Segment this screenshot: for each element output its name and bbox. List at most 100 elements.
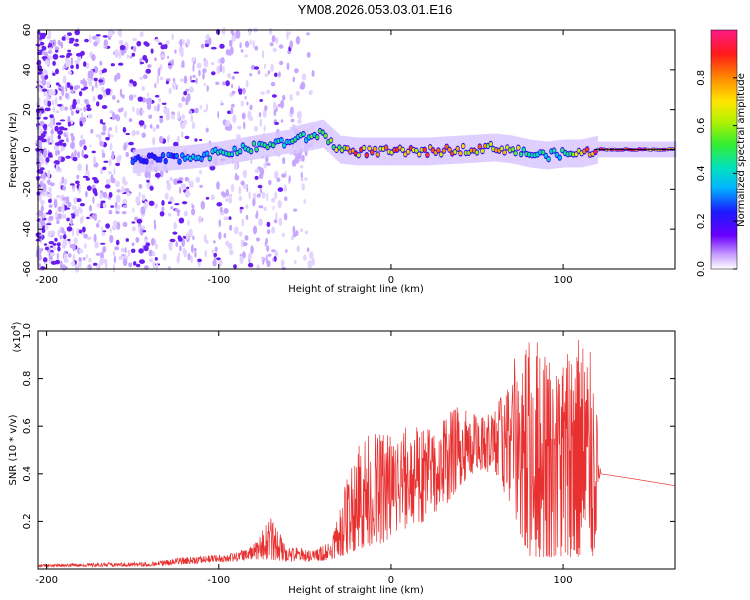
noise-speckle — [101, 77, 105, 86]
noise-speckle — [133, 261, 137, 266]
noise-speckle — [297, 110, 302, 120]
noise-speckle — [301, 183, 305, 191]
noise-speckle — [278, 44, 284, 49]
noise-speckle — [241, 218, 245, 227]
noise-speckle — [188, 228, 193, 238]
ridge-halo-segment — [490, 133, 493, 162]
noise-speckle — [304, 230, 309, 235]
noise-speckle — [139, 259, 145, 264]
noise-speckle — [47, 50, 53, 54]
noise-speckle — [101, 232, 106, 236]
noise-speckle — [203, 83, 206, 87]
snr-x-ticks: -200 -100 0 100 — [35, 331, 573, 586]
ridge-halo-segment — [461, 135, 464, 164]
noise-speckle — [43, 243, 48, 246]
x-tick-label: 100 — [554, 275, 573, 286]
noise-speckle — [71, 213, 76, 219]
ridge-point — [180, 153, 184, 158]
noise-speckle — [205, 196, 210, 200]
ridge-point — [301, 132, 306, 137]
noise-speckle — [79, 107, 83, 112]
noise-speckle — [57, 134, 61, 140]
noise-speckle — [65, 83, 68, 92]
noise-speckle — [276, 177, 281, 183]
noise-speckle — [61, 213, 67, 219]
noise-speckle — [159, 211, 165, 217]
noise-speckle — [59, 234, 63, 240]
noise-speckle — [183, 210, 188, 217]
noise-speckle — [202, 68, 207, 74]
noise-speckle — [135, 263, 141, 268]
ridge-point — [552, 148, 556, 153]
noise-speckle — [47, 137, 50, 145]
noise-speckle — [54, 142, 61, 146]
noise-speckle — [263, 125, 266, 132]
noise-speckle — [70, 120, 74, 125]
noise-speckle — [42, 257, 48, 263]
ridge-halo-segment — [151, 147, 154, 172]
noise-speckle — [198, 69, 201, 77]
ridge-halo-segment — [547, 141, 551, 170]
noise-speckle — [111, 150, 115, 160]
noise-speckle — [245, 204, 249, 209]
x-tick-label: -200 — [35, 575, 58, 586]
noise-speckle — [91, 214, 95, 219]
noise-speckle — [239, 208, 243, 214]
noise-speckle — [153, 105, 158, 112]
noise-speckle — [247, 262, 254, 268]
noise-speckle — [38, 235, 42, 240]
noise-speckle — [145, 58, 149, 64]
noise-speckle — [252, 198, 256, 207]
ridge-point — [315, 135, 319, 140]
noise-speckle — [55, 210, 58, 219]
noise-speckle — [150, 48, 154, 54]
noise-speckle — [187, 219, 190, 226]
noise-speckle — [121, 107, 124, 112]
noise-speckle — [77, 261, 82, 268]
noise-speckle — [48, 258, 51, 264]
ridge-point — [323, 133, 328, 138]
noise-speckle — [122, 126, 127, 133]
noise-speckle — [273, 219, 278, 224]
noise-speckle — [111, 225, 117, 231]
noise-speckle — [48, 199, 52, 203]
noise-speckle — [266, 89, 271, 95]
noise-speckle — [73, 43, 80, 47]
noise-speckle — [40, 206, 44, 211]
noise-speckle — [280, 259, 285, 268]
ridge-halo-segment — [364, 137, 367, 166]
noise-speckle — [102, 246, 107, 253]
noise-speckle — [195, 77, 198, 85]
noise-speckle — [185, 232, 189, 240]
noise-speckle — [114, 201, 118, 209]
noise-speckle — [138, 184, 143, 189]
colorbar-label: Normalized spectral amplitude — [736, 73, 747, 227]
noise-speckle — [91, 85, 94, 92]
noise-speckle — [185, 88, 189, 92]
noise-speckle — [292, 225, 296, 234]
noise-speckle — [46, 223, 52, 226]
noise-speckle — [95, 34, 101, 37]
noise-speckle — [99, 60, 103, 66]
noise-speckle — [77, 151, 80, 159]
noise-speckle — [80, 134, 84, 140]
noise-speckle — [216, 202, 223, 207]
noise-speckle — [36, 41, 41, 45]
noise-speckle — [36, 86, 42, 92]
noise-speckle — [90, 128, 94, 134]
y-tick-label: -40 — [22, 221, 33, 237]
noise-speckle — [220, 100, 223, 104]
noise-speckle — [102, 68, 108, 73]
noise-speckle — [275, 37, 279, 44]
noise-speckle — [195, 176, 201, 183]
noise-speckle — [290, 118, 295, 123]
noise-speckle — [105, 136, 110, 141]
ridge-point — [175, 154, 179, 159]
noise-speckle — [182, 38, 185, 46]
noise-speckle — [65, 155, 71, 159]
noise-speckle — [113, 255, 117, 264]
noise-speckle — [41, 138, 47, 143]
colorbar-tick-label: 0.4 — [696, 165, 707, 181]
ridge-halo-segment — [426, 137, 429, 166]
